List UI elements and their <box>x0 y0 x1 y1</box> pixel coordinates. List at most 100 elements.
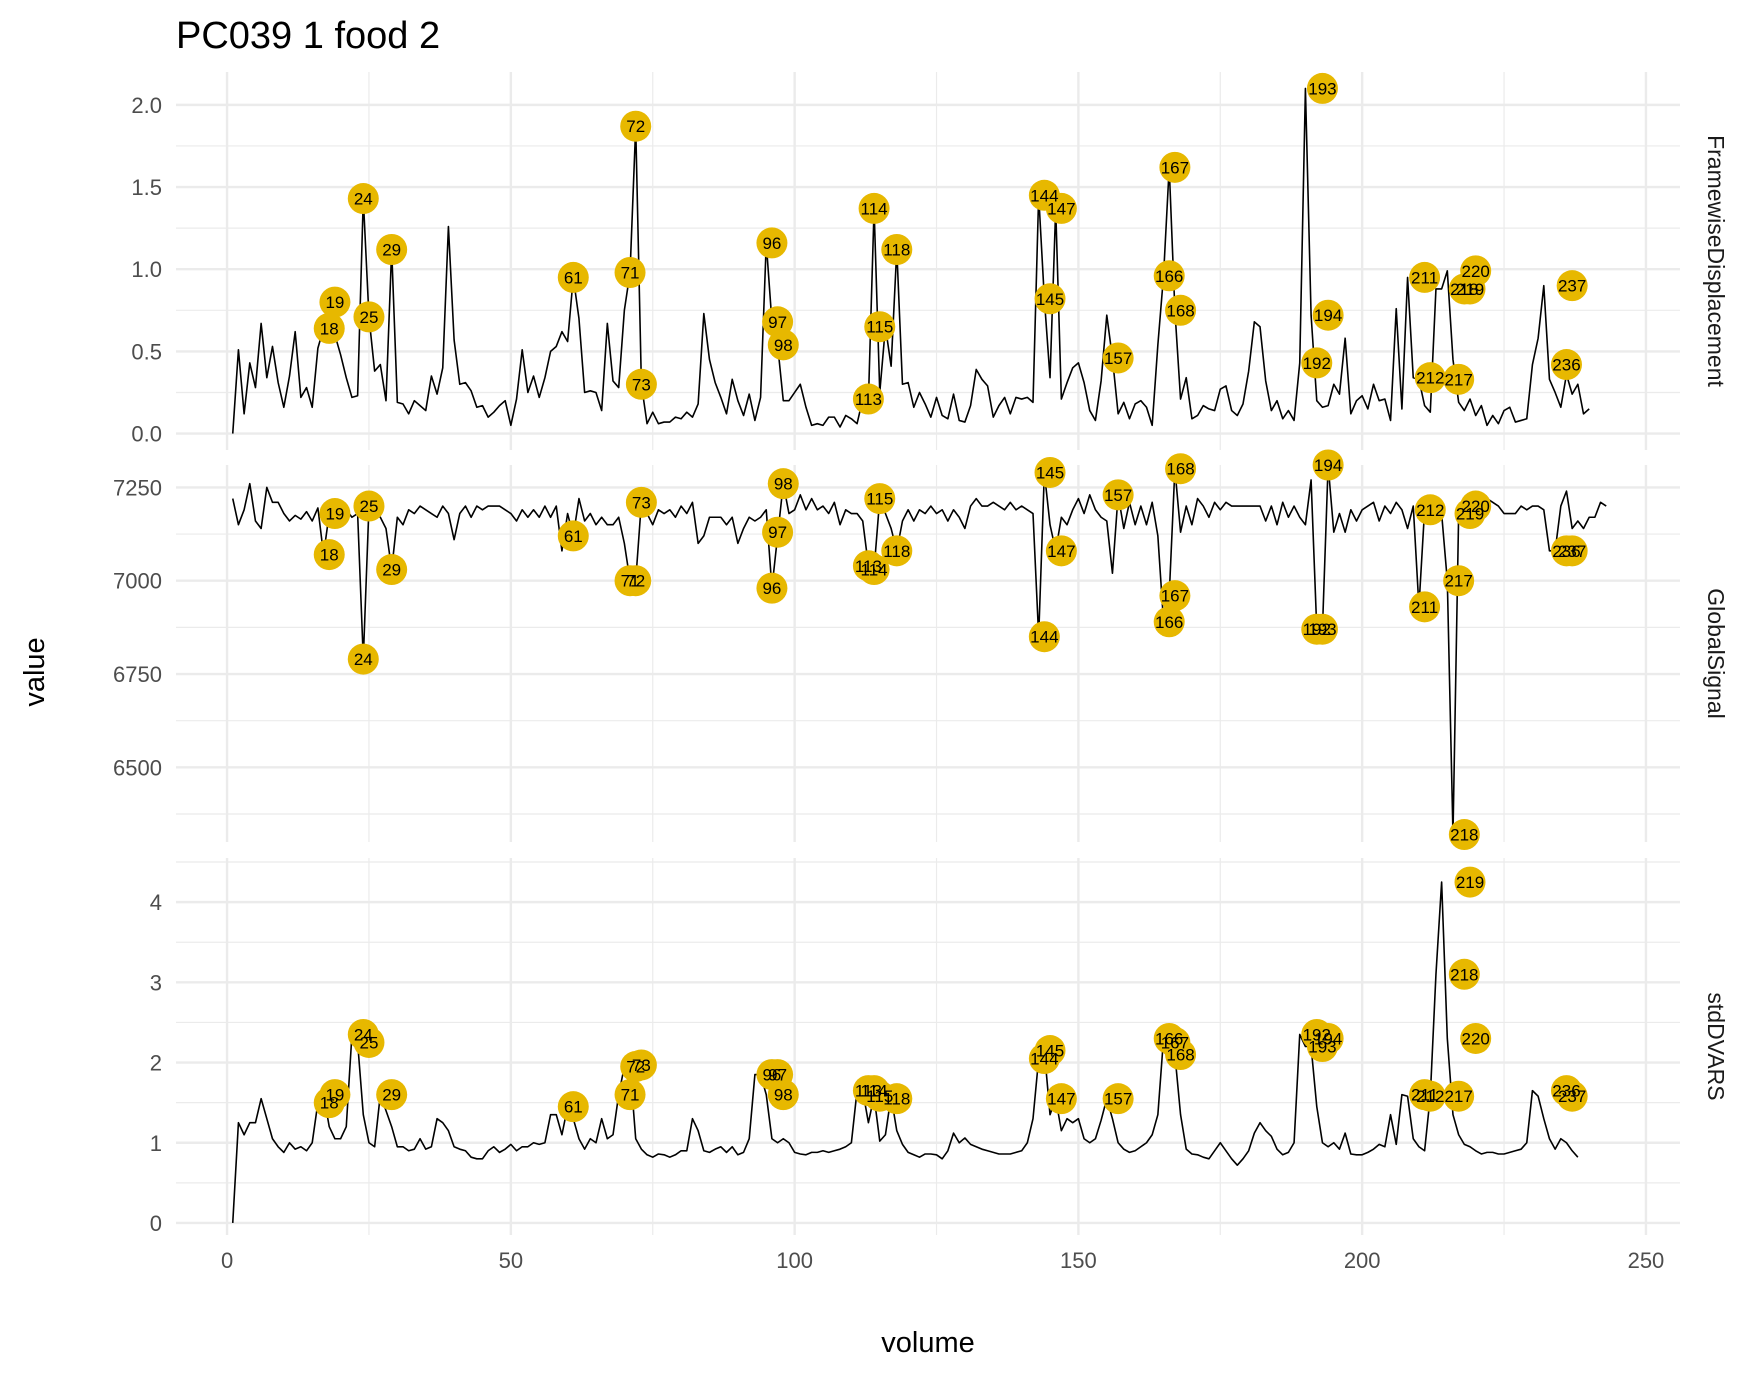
flag-label: 98 <box>774 475 793 494</box>
flag-label: 71 <box>621 264 640 283</box>
flag-marker <box>1460 1022 1492 1054</box>
flag-marker <box>557 520 589 552</box>
series-line-FramewiseDisplacement <box>231 87 1590 434</box>
flag-label: 168 <box>1166 301 1194 320</box>
flag-label: 98 <box>774 336 793 355</box>
flag-label: 113 <box>855 390 882 409</box>
y-tick-label: 4 <box>150 890 162 915</box>
flag-marker <box>1460 255 1492 287</box>
flag-marker <box>1409 261 1441 293</box>
flag-label: 73 <box>632 1056 651 1075</box>
flag-label: 18 <box>320 1094 339 1113</box>
flag-marker <box>319 286 351 318</box>
flag-marker <box>376 1079 408 1111</box>
x-tick-label: 250 <box>1628 1248 1665 1273</box>
flag-marker <box>1448 958 1480 990</box>
flag-marker <box>614 257 646 289</box>
flag-label: 145 <box>1036 463 1064 482</box>
flag-label: 166 <box>1155 613 1183 632</box>
flag-label: 71 <box>621 1086 640 1105</box>
flag-label: 212 <box>1416 369 1444 388</box>
flag-label: 157 <box>1104 349 1132 368</box>
y-tick-label: 1.5 <box>131 175 162 200</box>
flag-label: 147 <box>1047 1090 1075 1109</box>
flag-marker <box>1301 347 1333 379</box>
y-tick-label: 3 <box>150 970 162 995</box>
flag-label: 219 <box>1456 280 1484 299</box>
y-tick-label: 0.0 <box>131 422 162 447</box>
flag-label: 25 <box>360 308 379 327</box>
flag-marker <box>347 643 379 675</box>
flag-label: 194 <box>1314 1029 1342 1048</box>
flag-label: 217 <box>1444 1087 1472 1106</box>
flag-marker <box>1034 1035 1066 1067</box>
flag-marker <box>881 1083 913 1115</box>
y-tick-label: 2.0 <box>131 93 162 118</box>
flag-marker <box>353 1026 385 1058</box>
flag-label: 236 <box>1552 1082 1580 1101</box>
flag-marker <box>1034 456 1066 488</box>
flag-label: 168 <box>1166 460 1194 479</box>
flag-label: 237 <box>1558 1087 1586 1106</box>
flag-label: 211 <box>1411 1086 1438 1105</box>
flag-marker <box>1306 72 1338 104</box>
flag-marker <box>1556 1080 1588 1112</box>
flag-marker <box>1312 449 1344 481</box>
flag-label: 97 <box>768 313 787 332</box>
flag-marker <box>1165 1039 1197 1071</box>
flag-marker <box>313 312 345 344</box>
flag-marker <box>881 535 913 567</box>
flag-marker <box>1443 363 1475 395</box>
x-axis-title: volume <box>881 1327 975 1359</box>
flag-label: 194 <box>1314 306 1342 325</box>
flag-marker <box>858 192 890 224</box>
flag-marker <box>1045 1083 1077 1115</box>
flag-marker <box>767 329 799 361</box>
flag-label: 118 <box>883 240 910 259</box>
flag-label: 115 <box>866 1087 893 1106</box>
flag-label: 29 <box>382 561 401 580</box>
flag-label: 96 <box>762 1066 781 1085</box>
flag-marker <box>319 1079 351 1111</box>
flag-label: 61 <box>564 527 583 546</box>
flag-label: 19 <box>325 293 344 312</box>
flag-marker <box>376 233 408 265</box>
flag-label: 212 <box>1416 501 1444 520</box>
flag-label: 147 <box>1047 542 1075 561</box>
flag-marker <box>347 183 379 215</box>
flag-marker <box>1102 342 1134 374</box>
flag-marker <box>767 468 799 500</box>
flag-marker <box>1102 1083 1134 1115</box>
flag-label: 193 <box>1308 620 1336 639</box>
flag-label: 220 <box>1461 497 1489 516</box>
facet-strip-label: FramewiseDisplacement <box>1703 135 1729 387</box>
flag-label: 113 <box>855 557 882 576</box>
flag-marker <box>767 1079 799 1111</box>
flag-marker <box>1556 535 1588 567</box>
x-tick-label: 150 <box>1060 1248 1097 1273</box>
flag-marker <box>1409 591 1441 623</box>
flag-label: 19 <box>325 1086 344 1105</box>
flag-label: 218 <box>1450 280 1478 299</box>
y-tick-label: 1.0 <box>131 257 162 282</box>
flag-marker <box>1159 151 1191 183</box>
flag-marker <box>1306 613 1338 645</box>
y-axis-title: value <box>19 637 51 706</box>
flag-marker <box>1312 299 1344 331</box>
flag-label: 193 <box>1308 79 1336 98</box>
flag-label: 114 <box>861 561 888 580</box>
flag-label: 115 <box>866 318 893 337</box>
series-line-stdDVARS <box>231 881 1579 1224</box>
flag-marker <box>557 1091 589 1123</box>
x-axis: 0 50 100 150 200 250 <box>221 1248 1664 1273</box>
flag-label: 61 <box>564 268 583 287</box>
flag-marker <box>1102 479 1134 511</box>
flag-label: 145 <box>1036 290 1064 309</box>
flag-label: 73 <box>632 493 651 512</box>
flag-marker <box>1414 1080 1446 1112</box>
y-tick-label: 7000 <box>113 569 162 594</box>
flag-label: 97 <box>768 1066 787 1085</box>
flag-label: 218 <box>1450 965 1478 984</box>
